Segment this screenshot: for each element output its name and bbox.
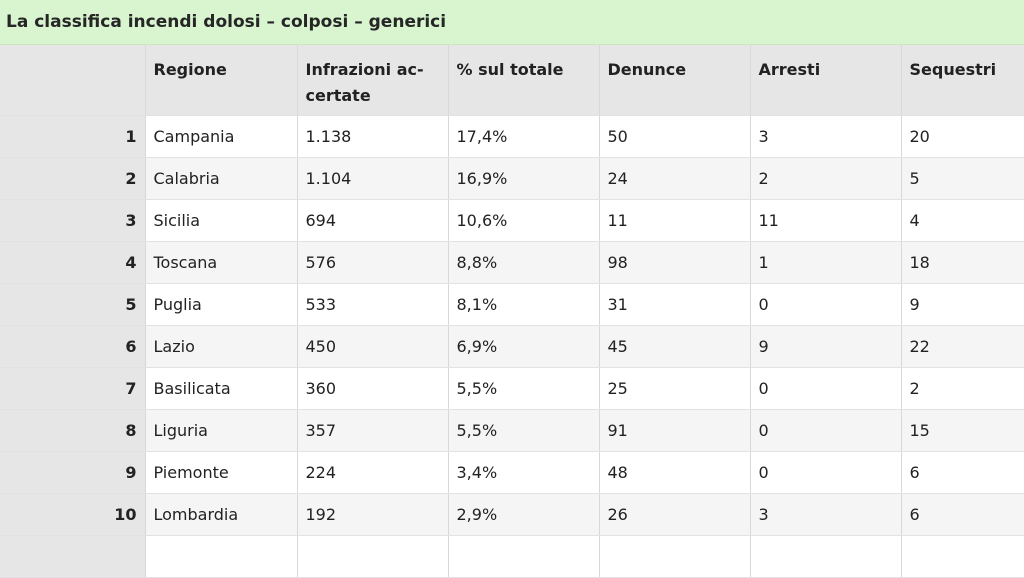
- cell-rank: 2: [0, 157, 146, 200]
- cell-denunce: 26: [599, 493, 751, 536]
- cell-percentuale: 5,5%: [448, 409, 600, 452]
- ranking-table: Regione Infrazioni ac-certate % sul tota…: [0, 45, 1024, 578]
- cell-infrazioni: 224: [297, 451, 449, 494]
- cell-sequestri: 20: [901, 115, 1024, 158]
- cell-percentuale: 8,8%: [448, 241, 600, 284]
- cell-rank: 10: [0, 493, 146, 536]
- cell-denunce: 11: [599, 199, 751, 242]
- cell-regione: Puglia: [145, 283, 298, 326]
- cell-rank: 9: [0, 451, 146, 494]
- cell-arresti: 2: [750, 157, 902, 200]
- table-row: 5 Puglia 533 8,1% 31 0 9: [0, 283, 1024, 326]
- cell-denunce: 98: [599, 241, 751, 284]
- table-row: 3 Sicilia 694 10,6% 11 11 4: [0, 199, 1024, 242]
- cell-arresti: 0: [750, 409, 902, 452]
- cell-arresti: 0: [750, 451, 902, 494]
- cell-rank: 5: [0, 283, 146, 326]
- cell-arresti: 11: [750, 199, 902, 242]
- cell-regione: Sicilia: [145, 199, 298, 242]
- cell-rank: 3: [0, 199, 146, 242]
- cell-regione: Lombardia: [145, 493, 298, 536]
- header-infrazioni: Infrazioni ac-certate: [297, 45, 449, 116]
- table-row: 7 Basilicata 360 5,5% 25 0 2: [0, 367, 1024, 410]
- header-sequestri: Sequestri: [901, 45, 1024, 116]
- cell-sequestri: 18: [901, 241, 1024, 284]
- cell-percentuale: 17,4%: [448, 115, 600, 158]
- header-row: Regione Infrazioni ac-certate % sul tota…: [0, 45, 1024, 116]
- cell-regione: Lazio: [145, 325, 298, 368]
- cell-percentuale: 16,9%: [448, 157, 600, 200]
- cell-rank: [0, 535, 146, 578]
- cell-sequestri: 15: [901, 409, 1024, 452]
- cell-percentuale: 2,9%: [448, 493, 600, 536]
- cell-arresti: [750, 535, 902, 578]
- table-row: 6 Lazio 450 6,9% 45 9 22: [0, 325, 1024, 368]
- cell-regione: Calabria: [145, 157, 298, 200]
- cell-regione: Campania: [145, 115, 298, 158]
- cell-regione: Liguria: [145, 409, 298, 452]
- cell-infrazioni: 533: [297, 283, 449, 326]
- cell-rank: 8: [0, 409, 146, 452]
- table-row: 10 Lombardia 192 2,9% 26 3 6: [0, 493, 1024, 536]
- cell-denunce: 45: [599, 325, 751, 368]
- cell-rank: 6: [0, 325, 146, 368]
- cell-regione: Basilicata: [145, 367, 298, 410]
- cell-sequestri: 2: [901, 367, 1024, 410]
- cell-denunce: 24: [599, 157, 751, 200]
- table-row: 2 Calabria 1.104 16,9% 24 2 5: [0, 157, 1024, 200]
- table-row: 8 Liguria 357 5,5% 91 0 15: [0, 409, 1024, 452]
- cell-percentuale: 8,1%: [448, 283, 600, 326]
- cell-percentuale: 6,9%: [448, 325, 600, 368]
- cell-sequestri: 5: [901, 157, 1024, 200]
- cell-arresti: 3: [750, 115, 902, 158]
- table-row: 4 Toscana 576 8,8% 98 1 18: [0, 241, 1024, 284]
- cell-denunce: 91: [599, 409, 751, 452]
- cell-regione: [145, 535, 298, 578]
- cell-sequestri: 4: [901, 199, 1024, 242]
- table-row: [0, 535, 1024, 578]
- cell-infrazioni: 694: [297, 199, 449, 242]
- cell-percentuale: 3,4%: [448, 451, 600, 494]
- header-regione: Regione: [145, 45, 298, 116]
- cell-denunce: [599, 535, 751, 578]
- cell-percentuale: [448, 535, 600, 578]
- table-title: La classifica incendi dolosi – colposi –…: [0, 0, 1024, 45]
- cell-arresti: 1: [750, 241, 902, 284]
- cell-sequestri: 6: [901, 451, 1024, 494]
- cell-denunce: 48: [599, 451, 751, 494]
- cell-regione: Toscana: [145, 241, 298, 284]
- cell-denunce: 50: [599, 115, 751, 158]
- cell-infrazioni: 576: [297, 241, 449, 284]
- cell-infrazioni: 1.104: [297, 157, 449, 200]
- cell-infrazioni: 360: [297, 367, 449, 410]
- table-row: 1 Campania 1.138 17,4% 50 3 20: [0, 115, 1024, 158]
- cell-denunce: 25: [599, 367, 751, 410]
- cell-denunce: 31: [599, 283, 751, 326]
- cell-infrazioni: [297, 535, 449, 578]
- cell-rank: 4: [0, 241, 146, 284]
- cell-infrazioni: 1.138: [297, 115, 449, 158]
- cell-arresti: 0: [750, 283, 902, 326]
- cell-percentuale: 5,5%: [448, 367, 600, 410]
- cell-sequestri: 6: [901, 493, 1024, 536]
- cell-sequestri: 9: [901, 283, 1024, 326]
- header-denunce: Denunce: [599, 45, 751, 116]
- cell-sequestri: [901, 535, 1024, 578]
- cell-infrazioni: 357: [297, 409, 449, 452]
- cell-rank: 7: [0, 367, 146, 410]
- cell-percentuale: 10,6%: [448, 199, 600, 242]
- cell-infrazioni: 450: [297, 325, 449, 368]
- cell-arresti: 9: [750, 325, 902, 368]
- header-arresti: Arresti: [750, 45, 902, 116]
- table-row: 9 Piemonte 224 3,4% 48 0 6: [0, 451, 1024, 494]
- cell-arresti: 3: [750, 493, 902, 536]
- header-percentuale: % sul totale: [448, 45, 600, 116]
- cell-regione: Piemonte: [145, 451, 298, 494]
- cell-rank: 1: [0, 115, 146, 158]
- cell-infrazioni: 192: [297, 493, 449, 536]
- cell-arresti: 0: [750, 367, 902, 410]
- cell-sequestri: 22: [901, 325, 1024, 368]
- header-rank: [0, 45, 146, 116]
